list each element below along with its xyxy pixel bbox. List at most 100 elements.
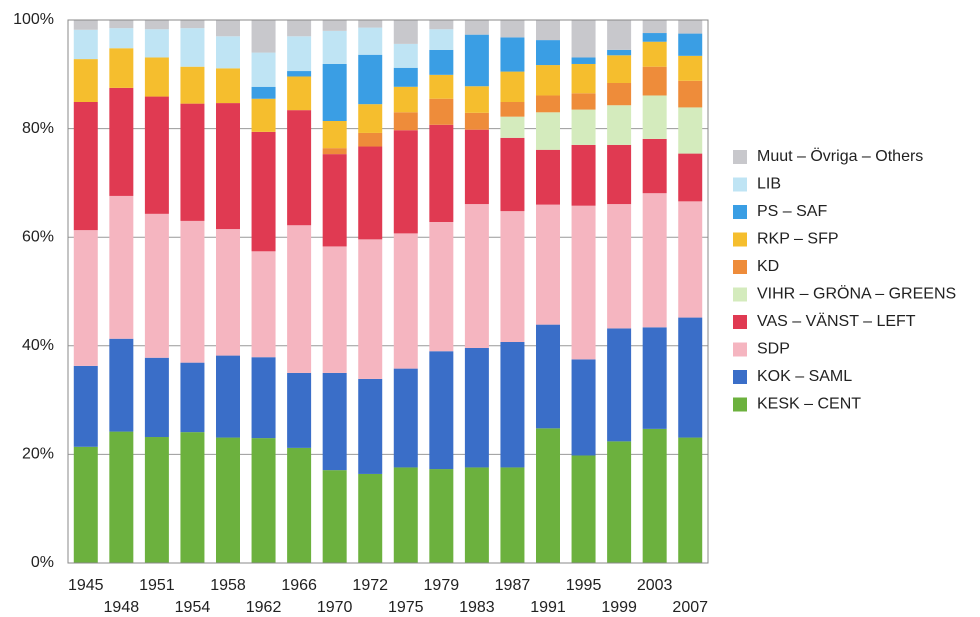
legend-label: LIB [757, 176, 781, 193]
bar-segment [607, 49, 632, 56]
bar-segment [322, 63, 347, 121]
bar-segment [251, 438, 276, 563]
bar-segment [322, 246, 347, 373]
bar-segment [678, 437, 703, 563]
bar-segment [393, 467, 418, 563]
bar-segment [464, 20, 489, 35]
bar-segment [73, 29, 98, 60]
x-tick-label: 1999 [601, 599, 637, 616]
bar-segment [287, 76, 312, 111]
bar-segment [251, 251, 276, 358]
x-tick-label: 1958 [210, 577, 246, 594]
legend-swatch [733, 342, 747, 357]
legend-swatch [733, 177, 747, 192]
x-tick-label: 1962 [246, 599, 282, 616]
bar-segment [144, 20, 169, 30]
bar-segment [607, 441, 632, 563]
bar-segment [429, 20, 454, 30]
legend-swatch [733, 205, 747, 219]
bar-segment [642, 138, 667, 194]
legend-label: PS – SAF [757, 203, 827, 220]
bar-segment [216, 103, 240, 230]
bar-segment [144, 96, 169, 214]
bar-segment [464, 467, 489, 563]
bar-segment [500, 341, 525, 468]
bar-segment [358, 146, 383, 240]
bar-segment [144, 57, 169, 97]
legend-swatch [733, 150, 747, 164]
legend-swatch [733, 232, 747, 247]
bar-segment [144, 357, 169, 438]
bar-segment [678, 201, 703, 318]
bar-segment [393, 368, 418, 468]
x-tick-label: 1979 [424, 577, 460, 594]
bar-segment [358, 378, 383, 474]
bar-segment [500, 137, 525, 212]
bar-segment [607, 144, 632, 205]
bar-segment [251, 52, 276, 87]
bar-segment [393, 112, 418, 131]
bar-segment [429, 124, 454, 222]
x-tick-label: 1995 [566, 577, 602, 594]
bar-segment [322, 30, 347, 64]
bar-segment [536, 40, 560, 66]
bar-segment [571, 144, 596, 206]
bar-segment [607, 20, 632, 50]
bar-segment [642, 66, 667, 96]
bar-segment [251, 357, 276, 439]
bar-segment [571, 20, 596, 58]
bar-segment [251, 86, 276, 99]
bar-segment [500, 101, 525, 117]
legend-label: KESK – CENT [757, 396, 861, 413]
bar-segment [429, 221, 454, 352]
bar-segment [571, 359, 596, 456]
bar-segment [322, 20, 347, 31]
bar-segment [500, 116, 525, 138]
bar-segment [642, 327, 667, 429]
bar-segment [571, 109, 596, 145]
legend-label: VIHR – GRÖNA – GREENS [757, 285, 956, 303]
bar-segment [678, 317, 703, 438]
bar-segment [287, 71, 312, 77]
bar-segment [464, 112, 489, 130]
bar-segment [678, 20, 703, 34]
bar-segment [287, 110, 312, 226]
legend-swatch [733, 315, 747, 329]
x-tick-label: 1966 [281, 577, 317, 594]
bar-segment [358, 132, 383, 147]
bar-segment [109, 20, 134, 29]
bar-segment [571, 205, 596, 360]
bar-segment [73, 365, 98, 447]
bar-segment [642, 95, 667, 139]
bar-segment [322, 120, 347, 149]
legend-label: RKP – SFP [757, 231, 839, 248]
bar-segment [180, 103, 205, 221]
bar-segment [393, 86, 418, 113]
bar-segment [607, 105, 632, 145]
bar-segment [251, 98, 276, 132]
bar-segment [144, 29, 169, 58]
x-tick-label: 2007 [672, 599, 708, 616]
bar-segment [500, 211, 525, 342]
bar-segment [358, 473, 383, 563]
bar-segment [287, 372, 312, 448]
bar-segment [358, 104, 383, 133]
bar-segment [607, 82, 632, 106]
x-tick-label: 1991 [530, 599, 566, 616]
bar-segment [216, 36, 240, 69]
bar-segment [678, 153, 703, 202]
plot-frame [67, 19, 709, 564]
bar-segment [500, 20, 525, 38]
bar-segment [429, 29, 454, 50]
bar-segment [536, 95, 560, 113]
bar-segment [536, 428, 560, 563]
bar-segment [216, 68, 240, 104]
bar-segment [180, 362, 205, 433]
bar-segment [393, 233, 418, 369]
bar-segment [536, 324, 560, 429]
bar-segment [287, 36, 312, 72]
bar-segment [678, 33, 703, 56]
y-tick-label: 80% [22, 120, 54, 137]
bar-segment [536, 20, 560, 41]
bar-segment [322, 372, 347, 471]
